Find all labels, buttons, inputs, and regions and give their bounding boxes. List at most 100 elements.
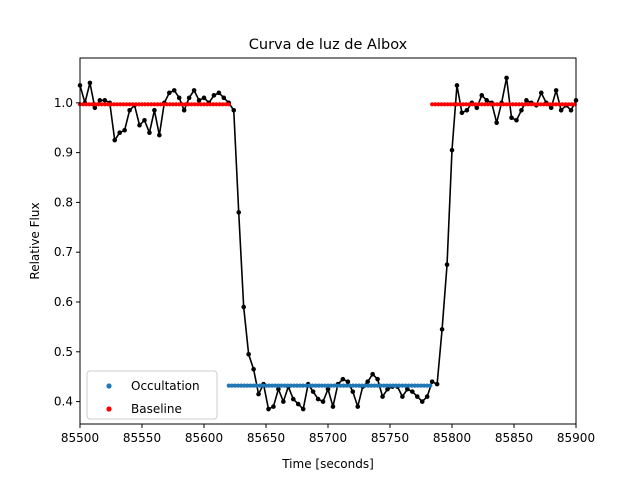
x-axis: 85500 85550 85600 85650 85700 85750 85800 85850… — [61, 424, 595, 445]
baseline-point — [501, 102, 506, 107]
light-curve-point — [484, 98, 490, 103]
baseline-point — [220, 102, 225, 107]
legend-label-baseline: Baseline — [131, 402, 182, 416]
light-curve-point — [419, 399, 425, 404]
light-curve-point — [410, 389, 415, 394]
light-curve-point — [127, 107, 132, 113]
occultation-point — [422, 383, 427, 388]
baseline-point — [473, 102, 478, 107]
light-curve-point — [310, 389, 316, 394]
occultation-point — [263, 383, 269, 388]
light-curve-point — [375, 376, 380, 382]
baseline-point — [99, 102, 104, 107]
light-curve-point — [350, 389, 356, 394]
baseline-point — [217, 102, 222, 107]
occultation-point — [341, 383, 346, 388]
occultation-point — [267, 383, 272, 388]
occultation-point — [353, 383, 358, 388]
occultation-point — [403, 383, 408, 388]
light-curve-point — [142, 117, 147, 123]
light-curve-point — [147, 130, 152, 135]
light-curve-point — [474, 105, 480, 111]
baseline-point — [547, 102, 553, 107]
light-curve-point — [102, 98, 108, 103]
baseline-point — [108, 102, 114, 107]
light-curve-point — [266, 406, 271, 412]
baseline-point — [436, 102, 441, 107]
occultation-point — [332, 383, 337, 388]
baseline-point — [535, 102, 540, 107]
light-curve-point — [171, 88, 177, 93]
occultation-point — [360, 383, 365, 388]
x-tick-label: 85750 — [371, 431, 409, 445]
occultation-point — [307, 383, 312, 388]
light-curve-point — [290, 396, 296, 402]
baseline-point — [479, 102, 484, 107]
occultation-point — [248, 383, 253, 388]
light-curve-point — [246, 351, 251, 357]
light-curve-line — [79, 77, 577, 410]
light-curve-point — [568, 107, 574, 113]
baseline-point — [482, 102, 487, 107]
baseline-point — [192, 102, 197, 107]
light-curve-point — [117, 130, 122, 135]
occultation-point — [412, 383, 417, 388]
light-curve-point — [186, 95, 192, 101]
baseline-point — [467, 102, 472, 107]
light-curve-point — [504, 75, 509, 81]
x-tick-label: 85850 — [495, 431, 533, 445]
occultation-point — [251, 383, 256, 388]
baseline-point — [513, 102, 518, 107]
baseline-point — [198, 102, 203, 107]
light-curve-point — [92, 105, 98, 111]
light-curve-point — [295, 401, 301, 407]
light-curve-point — [137, 122, 142, 128]
occultation-point — [285, 383, 290, 388]
baseline-point — [121, 102, 126, 107]
baseline-point — [90, 102, 95, 107]
occultation-point — [344, 383, 349, 388]
occultation-point — [378, 383, 383, 388]
light-curve-point — [112, 137, 118, 143]
baseline-point — [180, 102, 185, 107]
plot-area — [77, 75, 579, 412]
occultation-point — [400, 383, 405, 388]
occultation-point — [418, 383, 424, 388]
light-curve-point — [429, 379, 435, 384]
light-curve-point — [459, 110, 465, 116]
baseline-point — [118, 102, 123, 107]
light-curve-point — [320, 399, 326, 404]
baseline-point — [448, 102, 453, 107]
x-axis-label: Time [seconds] — [281, 457, 374, 471]
baseline-point — [146, 102, 151, 107]
occultation-point — [239, 383, 244, 388]
occultation-point — [372, 383, 377, 388]
light-curve-point — [191, 88, 197, 93]
light-curve-point — [196, 98, 202, 103]
baseline-point — [195, 102, 200, 107]
light-curve-point — [414, 394, 420, 399]
y-tick-label: 1.0 — [54, 96, 73, 110]
y-tick-label: 0.4 — [54, 395, 73, 409]
light-curve-point — [439, 327, 445, 332]
occultation-point — [406, 383, 411, 388]
baseline-point — [93, 102, 98, 107]
y-tick-label: 0.5 — [54, 345, 73, 359]
baseline-point — [155, 102, 160, 107]
occultation-point — [325, 383, 331, 388]
occultation-point — [322, 383, 327, 388]
x-tick-label: 85800 — [433, 431, 471, 445]
baseline-point — [102, 102, 107, 107]
occultation-point — [415, 383, 420, 388]
light-curve-point — [365, 379, 370, 384]
baseline-point — [136, 102, 141, 107]
occultation-point — [282, 383, 287, 388]
light-curve-point — [509, 115, 514, 121]
occultation-point — [242, 383, 247, 388]
baseline-point — [84, 102, 89, 107]
light-curve-point — [479, 93, 485, 98]
light-curve-point — [87, 80, 93, 86]
occultation-point — [335, 383, 340, 388]
light-curve-point — [211, 93, 217, 98]
